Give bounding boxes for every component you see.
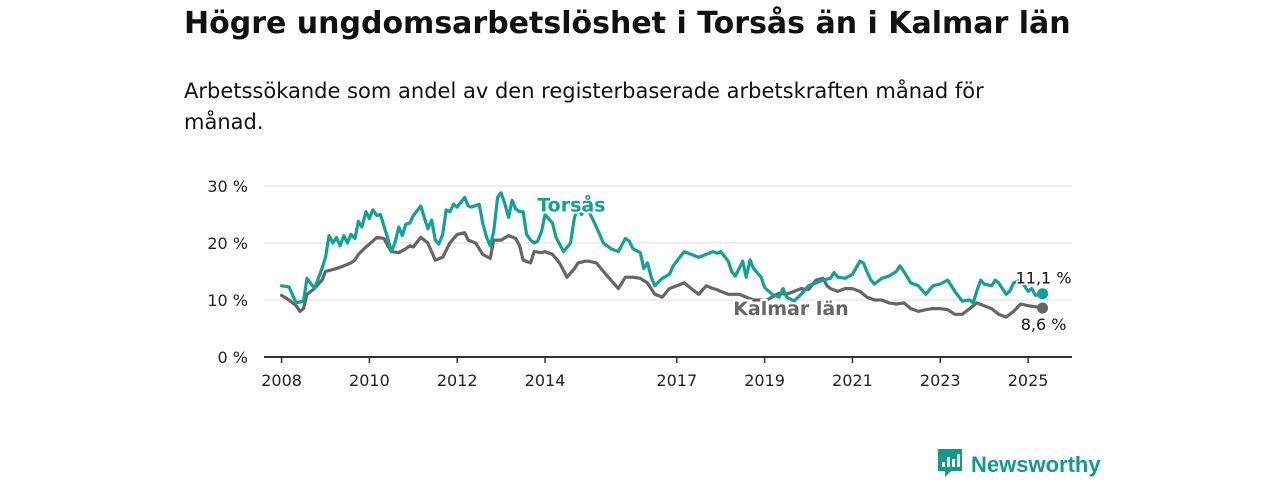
x-tick-label: 2008 (261, 371, 302, 390)
series-lines (280, 191, 1049, 319)
x-tick-label: 2017 (656, 371, 697, 390)
newsworthy-logo-icon (937, 448, 963, 482)
series-line-kalmar-lan (280, 231, 1045, 319)
x-tick-label: 2012 (437, 371, 478, 390)
series-label-torsas: Torsås (537, 193, 605, 217)
y-tick-label: 0 % (218, 348, 248, 367)
x-tick-label: 2025 (1008, 371, 1049, 390)
y-axis-labels: 0 % 10 % 20 % 30 % (207, 177, 248, 367)
chart-subtitle: Arbetssökande som andel av den registerb… (184, 79, 984, 134)
chart-title: Högre ungdomsarbetslöshet i Torsås än i … (184, 6, 1071, 41)
x-tick-label: 2014 (525, 371, 566, 390)
end-point-torsas (1037, 288, 1049, 300)
end-value-label-kalmar-lan: 8,6 % (1021, 315, 1067, 334)
series-line-torsas (280, 191, 1045, 305)
series-labels: Torsås Kalmar län 11,1 % 8,6 % (535, 191, 1073, 336)
newsworthy-brand[interactable]: Newsworthy (937, 449, 1101, 481)
y-tick-label: 20 % (207, 234, 248, 253)
x-tick-label: 2023 (920, 371, 961, 390)
y-tick-label: 10 % (207, 291, 248, 310)
series-label-kalmar-lan: Kalmar län (733, 298, 849, 320)
x-tick-label: 2010 (349, 371, 390, 390)
x-axis-labels: 2008 2010 2012 2014 2017 2019 2021 2023 2025 (261, 357, 1048, 390)
x-tick-label: 2019 (744, 371, 785, 390)
brand-name: Newsworthy (971, 452, 1101, 477)
x-tick-label: 2021 (832, 371, 873, 390)
end-point-kalmar-lan (1037, 302, 1049, 314)
gridlines (264, 185, 1072, 358)
y-tick-label: 30 % (207, 177, 248, 196)
end-value-label-torsas: 11,1 % (1016, 269, 1072, 288)
